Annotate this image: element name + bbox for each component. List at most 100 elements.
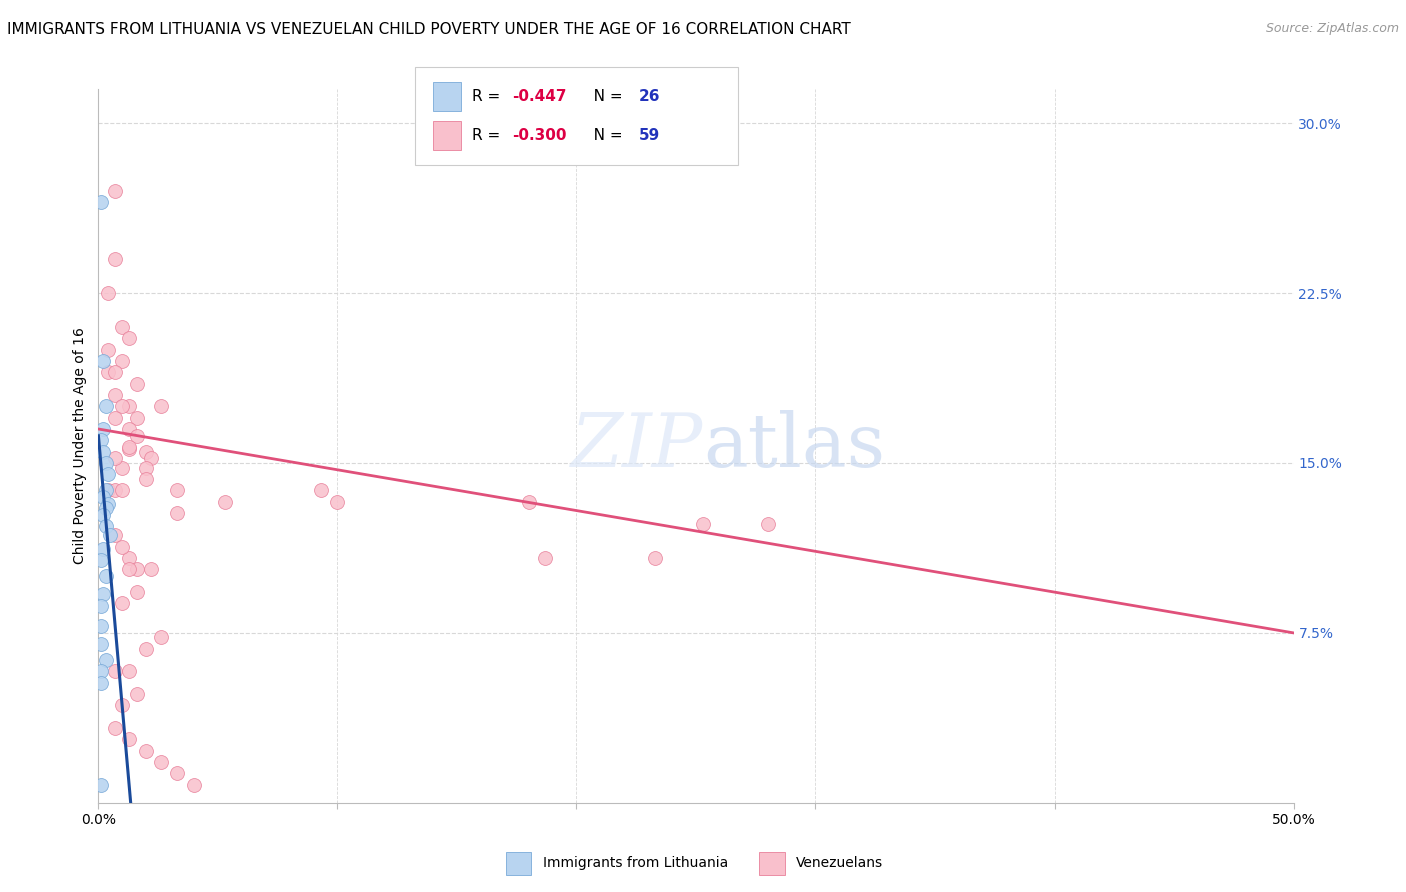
Point: [91, 587, 114, 601]
Point: [94, 400, 117, 414]
Point: [111, 597, 134, 611]
Point: [94, 501, 117, 516]
Point: [104, 388, 127, 402]
Point: [97, 343, 120, 357]
Y-axis label: Child Poverty Under the Age of 16: Child Poverty Under the Age of 16: [73, 327, 87, 565]
Point: [125, 562, 148, 576]
Text: -0.300: -0.300: [512, 128, 567, 143]
Point: [125, 376, 148, 391]
Point: [135, 641, 157, 656]
Point: [98, 528, 122, 542]
Point: [149, 755, 172, 769]
Point: [104, 528, 127, 542]
Point: [149, 400, 172, 414]
Point: [118, 562, 141, 576]
Point: [125, 429, 148, 443]
Text: 26: 26: [638, 89, 659, 103]
Point: [111, 540, 134, 554]
Point: [183, 778, 205, 792]
Point: [90, 637, 112, 651]
Point: [91, 542, 114, 557]
Text: R =: R =: [472, 89, 506, 103]
Point: [90, 619, 112, 633]
Point: [91, 490, 114, 504]
Point: [94, 653, 117, 667]
Point: [118, 331, 141, 345]
Point: [94, 456, 117, 470]
Point: [118, 440, 141, 454]
Point: [104, 410, 127, 425]
Point: [644, 551, 666, 566]
Point: [104, 451, 127, 466]
Point: [111, 354, 134, 368]
Point: [139, 562, 162, 576]
Point: [97, 483, 120, 498]
Point: [534, 551, 557, 566]
Point: [139, 451, 162, 466]
Text: ZIP: ZIP: [571, 409, 703, 483]
Text: N =: N =: [579, 89, 627, 103]
Point: [111, 320, 134, 334]
Point: [149, 631, 172, 645]
Point: [111, 400, 134, 414]
Point: [517, 494, 540, 508]
Point: [104, 665, 127, 679]
Point: [111, 483, 134, 498]
Point: [90, 675, 112, 690]
Point: [166, 766, 188, 780]
Text: 59: 59: [638, 128, 659, 143]
Point: [125, 410, 148, 425]
Point: [111, 698, 134, 713]
Point: [118, 400, 141, 414]
Text: R =: R =: [472, 128, 506, 143]
Point: [91, 422, 114, 436]
Text: atlas: atlas: [703, 409, 886, 483]
Point: [135, 744, 157, 758]
Text: Venezuelans: Venezuelans: [796, 856, 883, 871]
Point: [214, 494, 236, 508]
Point: [125, 585, 148, 599]
Point: [90, 195, 112, 210]
Point: [135, 472, 157, 486]
Point: [97, 286, 120, 301]
Point: [118, 732, 141, 747]
Point: [756, 517, 779, 532]
Point: [94, 569, 117, 583]
Point: [166, 483, 188, 498]
Text: Source: ZipAtlas.com: Source: ZipAtlas.com: [1265, 22, 1399, 36]
Point: [104, 721, 127, 735]
Point: [104, 483, 127, 498]
Point: [94, 483, 117, 498]
Point: [111, 460, 134, 475]
Text: -0.447: -0.447: [512, 89, 567, 103]
Text: N =: N =: [579, 128, 627, 143]
Point: [118, 442, 141, 457]
Point: [326, 494, 349, 508]
Point: [135, 460, 157, 475]
Point: [104, 252, 127, 266]
Point: [104, 184, 127, 198]
Point: [104, 365, 127, 379]
Point: [309, 483, 332, 498]
Point: [90, 553, 112, 567]
Point: [118, 422, 141, 436]
Point: [118, 551, 141, 566]
Point: [90, 665, 112, 679]
Point: [90, 599, 112, 613]
Point: [135, 444, 157, 458]
Point: [94, 519, 117, 533]
Point: [97, 497, 120, 511]
Point: [91, 354, 114, 368]
Point: [90, 778, 112, 792]
Text: Immigrants from Lithuania: Immigrants from Lithuania: [543, 856, 728, 871]
Point: [125, 687, 148, 701]
Point: [97, 467, 120, 482]
Text: IMMIGRANTS FROM LITHUANIA VS VENEZUELAN CHILD POVERTY UNDER THE AGE OF 16 CORREL: IMMIGRANTS FROM LITHUANIA VS VENEZUELAN …: [7, 22, 851, 37]
Point: [692, 517, 714, 532]
Point: [118, 665, 141, 679]
Point: [166, 506, 188, 520]
Point: [91, 444, 114, 458]
Point: [91, 508, 114, 522]
Point: [90, 434, 112, 448]
Point: [97, 365, 120, 379]
